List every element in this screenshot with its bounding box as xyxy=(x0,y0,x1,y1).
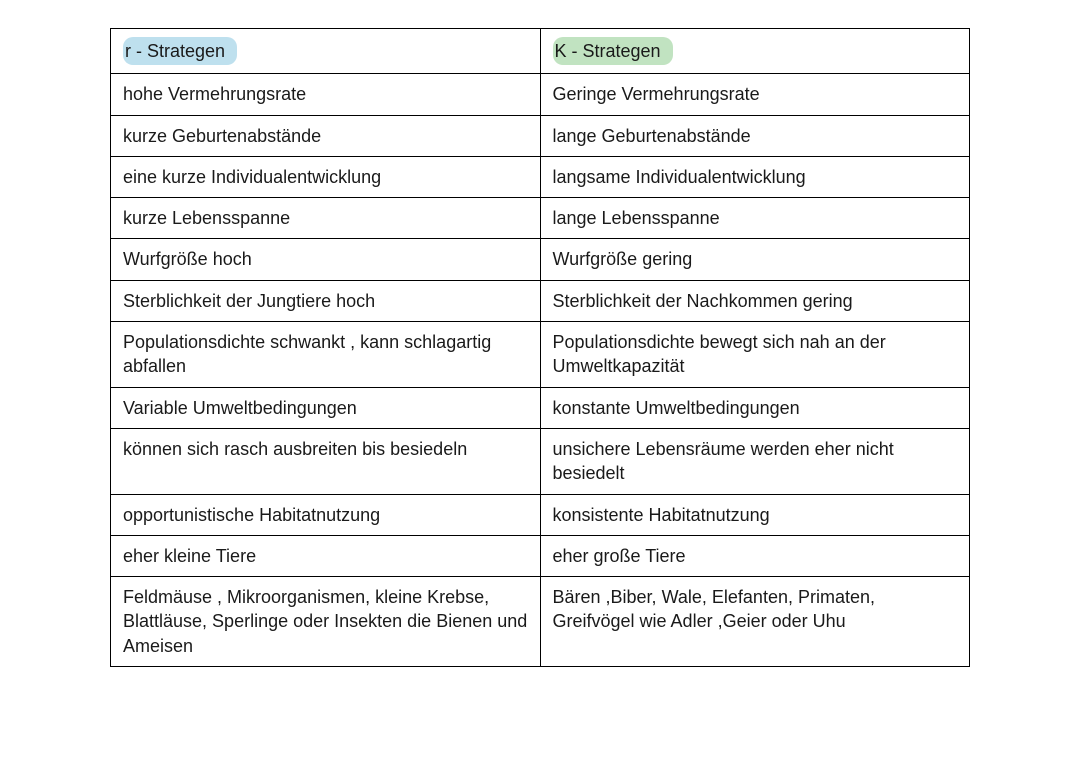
table-cell-left: hohe Vermehrungsrate xyxy=(111,74,541,115)
header-right-pill: K - Strategen xyxy=(553,37,673,65)
table-cell-right: unsichere Lebensräume werden eher nicht … xyxy=(540,428,970,494)
table-row: opportunistische Habitatnutzungkonsisten… xyxy=(111,494,970,535)
table-cell-left: Variable Umweltbedingungen xyxy=(111,387,541,428)
table-cell-left: Wurfgröße hoch xyxy=(111,239,541,280)
table-header-row: r - Strategen K - Strategen xyxy=(111,29,970,74)
header-cell-left: r - Strategen xyxy=(111,29,541,74)
table-cell-right: konstante Umweltbedingungen xyxy=(540,387,970,428)
table-row: eher kleine Tiereeher große Tiere xyxy=(111,535,970,576)
table-cell-left: Populationsdichte schwankt , kann schlag… xyxy=(111,322,541,388)
table-cell-right: Bären ,Biber, Wale, Elefanten, Primaten,… xyxy=(540,577,970,667)
table-cell-right: lange Geburtenabstände xyxy=(540,115,970,156)
table-row: kurze Lebensspannelange Lebensspanne xyxy=(111,198,970,239)
table-cell-left: Feldmäuse , Mikroorganismen, kleine Kreb… xyxy=(111,577,541,667)
table-cell-right: eher große Tiere xyxy=(540,535,970,576)
table-cell-left: kurze Geburtenabstände xyxy=(111,115,541,156)
table-row: kurze Geburtenabständelange Geburtenabst… xyxy=(111,115,970,156)
table-cell-left: eine kurze Individualentwicklung xyxy=(111,156,541,197)
table-row: können sich rasch ausbreiten bis besiede… xyxy=(111,428,970,494)
header-left-pill: r - Strategen xyxy=(123,37,237,65)
table-cell-right: Geringe Vermehrungsrate xyxy=(540,74,970,115)
table-cell-left: opportunistische Habitatnutzung xyxy=(111,494,541,535)
table-row: Sterblichkeit der Jungtiere hochSterblic… xyxy=(111,280,970,321)
strategy-comparison-table: r - Strategen K - Strategen hohe Vermehr… xyxy=(110,28,970,667)
table-cell-left: kurze Lebensspanne xyxy=(111,198,541,239)
table-row: Populationsdichte schwankt , kann schlag… xyxy=(111,322,970,388)
table-row: Wurfgröße hochWurfgröße gering xyxy=(111,239,970,280)
table-body: r - Strategen K - Strategen hohe Vermehr… xyxy=(111,29,970,667)
table-cell-right: Populationsdichte bewegt sich nah an der… xyxy=(540,322,970,388)
table-cell-right: langsame Individualentwicklung xyxy=(540,156,970,197)
table-row: hohe VermehrungsrateGeringe Vermehrungsr… xyxy=(111,74,970,115)
table-cell-right: Wurfgröße gering xyxy=(540,239,970,280)
table-row: Feldmäuse , Mikroorganismen, kleine Kreb… xyxy=(111,577,970,667)
table-row: Variable Umweltbedingungenkonstante Umwe… xyxy=(111,387,970,428)
table-cell-right: lange Lebensspanne xyxy=(540,198,970,239)
table-cell-left: eher kleine Tiere xyxy=(111,535,541,576)
table-row: eine kurze Individualentwicklunglangsame… xyxy=(111,156,970,197)
table-cell-left: Sterblichkeit der Jungtiere hoch xyxy=(111,280,541,321)
header-cell-right: K - Strategen xyxy=(540,29,970,74)
table-cell-left: können sich rasch ausbreiten bis besiede… xyxy=(111,428,541,494)
table-cell-right: Sterblichkeit der Nachkommen gering xyxy=(540,280,970,321)
table-cell-right: konsistente Habitatnutzung xyxy=(540,494,970,535)
